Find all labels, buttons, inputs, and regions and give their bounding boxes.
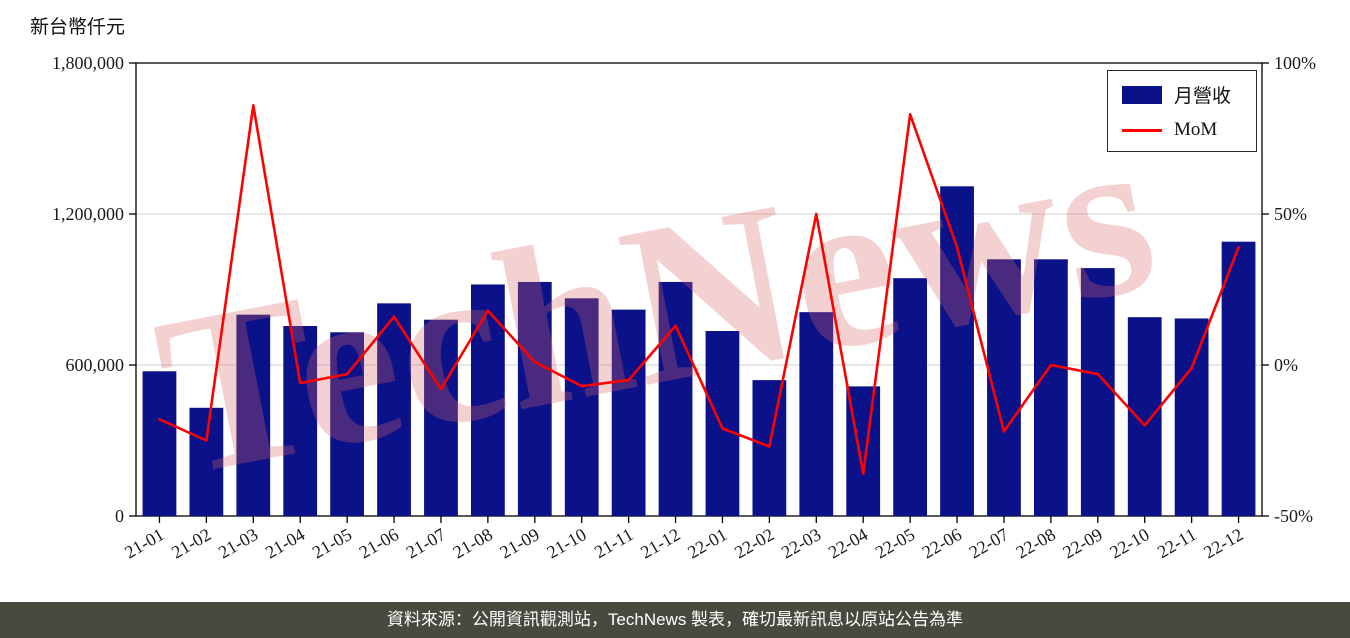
bar xyxy=(424,319,458,516)
svg-text:21-05: 21-05 xyxy=(309,524,355,562)
bar xyxy=(893,278,928,516)
left-axis-unit-label: 新台幣仟元 xyxy=(30,17,126,38)
source-footer: 資料來源：公開資訊觀測站，TechNews 製表，確切最新訊息以原站公告為準 xyxy=(0,602,1350,638)
bar xyxy=(330,332,365,516)
svg-text:22-12: 22-12 xyxy=(1200,524,1246,562)
legend-label-revenue: 月營收 xyxy=(1174,86,1232,107)
plot-frame xyxy=(135,62,1263,517)
mom-line-icon xyxy=(1122,128,1162,132)
svg-text:22-11: 22-11 xyxy=(1154,524,1200,562)
bar xyxy=(1080,268,1115,516)
revenue-swatch-icon xyxy=(1122,85,1162,104)
svg-text:21-08: 21-08 xyxy=(450,524,496,562)
bar xyxy=(1033,259,1068,516)
legend-label-mom: MoM xyxy=(1174,119,1218,140)
svg-text:100%: 100% xyxy=(1274,53,1316,73)
x-axis-ticks: 21-01 21-02 21-03 21-04 21-05 21-06 21-07 21-08… xyxy=(121,516,1247,562)
bar xyxy=(236,314,271,516)
bar xyxy=(611,309,646,516)
svg-text:22-02: 22-02 xyxy=(731,524,777,562)
svg-text:21-06: 21-06 xyxy=(356,524,402,562)
svg-text:22-10: 22-10 xyxy=(1106,524,1152,562)
svg-text:22-05: 22-05 xyxy=(872,524,918,562)
bar xyxy=(1221,241,1256,516)
revenue-bars xyxy=(142,186,1256,517)
legend-item-mom: MoM xyxy=(1122,119,1242,141)
left-axis-ticks: 0 600,000 1,200,000 1,800,000 xyxy=(52,53,136,526)
svg-text:1,200,000: 1,200,000 xyxy=(52,204,124,224)
svg-text:22-08: 22-08 xyxy=(1013,524,1059,562)
svg-text:22-01: 22-01 xyxy=(684,524,730,562)
bar xyxy=(1127,317,1162,516)
svg-text:21-01: 21-01 xyxy=(121,524,167,562)
svg-text:22-04: 22-04 xyxy=(825,524,871,562)
bar xyxy=(1174,318,1209,516)
bar xyxy=(799,312,834,516)
svg-text:0: 0 xyxy=(115,506,124,526)
mom-line xyxy=(158,103,1240,476)
bar xyxy=(940,186,974,517)
gridlines xyxy=(136,213,1262,366)
svg-text:22-03: 22-03 xyxy=(778,524,824,562)
bar xyxy=(517,281,552,516)
svg-text:-50%: -50% xyxy=(1274,506,1313,526)
svg-text:1,800,000: 1,800,000 xyxy=(52,53,124,73)
svg-text:21-02: 21-02 xyxy=(168,524,214,562)
svg-text:22-06: 22-06 xyxy=(919,524,965,562)
svg-text:21-03: 21-03 xyxy=(215,524,261,562)
bar xyxy=(658,281,693,516)
svg-text:50%: 50% xyxy=(1274,204,1307,224)
svg-text:21-07: 21-07 xyxy=(403,524,449,562)
bar xyxy=(705,331,740,516)
svg-text:21-12: 21-12 xyxy=(637,524,683,562)
bar xyxy=(752,380,787,516)
bar xyxy=(142,371,177,516)
bar xyxy=(189,407,224,516)
svg-text:0%: 0% xyxy=(1274,355,1298,375)
chart-legend: 月營收 MoM xyxy=(1107,70,1257,152)
svg-text:21-11: 21-11 xyxy=(591,524,637,562)
bar xyxy=(377,303,411,516)
svg-text:21-04: 21-04 xyxy=(262,524,308,562)
legend-item-revenue: 月營收 xyxy=(1122,81,1242,108)
svg-text:21-10: 21-10 xyxy=(543,524,589,562)
chart-plot: 0 600,000 1,200,000 1,800,000 -50% 0% 50% 100% 2… xyxy=(52,53,1316,562)
svg-text:22-09: 22-09 xyxy=(1059,524,1105,562)
bar xyxy=(564,298,599,516)
svg-text:600,000: 600,000 xyxy=(66,355,125,375)
svg-text:22-07: 22-07 xyxy=(966,524,1012,562)
svg-text:21-09: 21-09 xyxy=(496,524,542,562)
bar xyxy=(283,325,318,516)
right-axis-ticks: -50% 0% 50% 100% xyxy=(1262,53,1316,526)
